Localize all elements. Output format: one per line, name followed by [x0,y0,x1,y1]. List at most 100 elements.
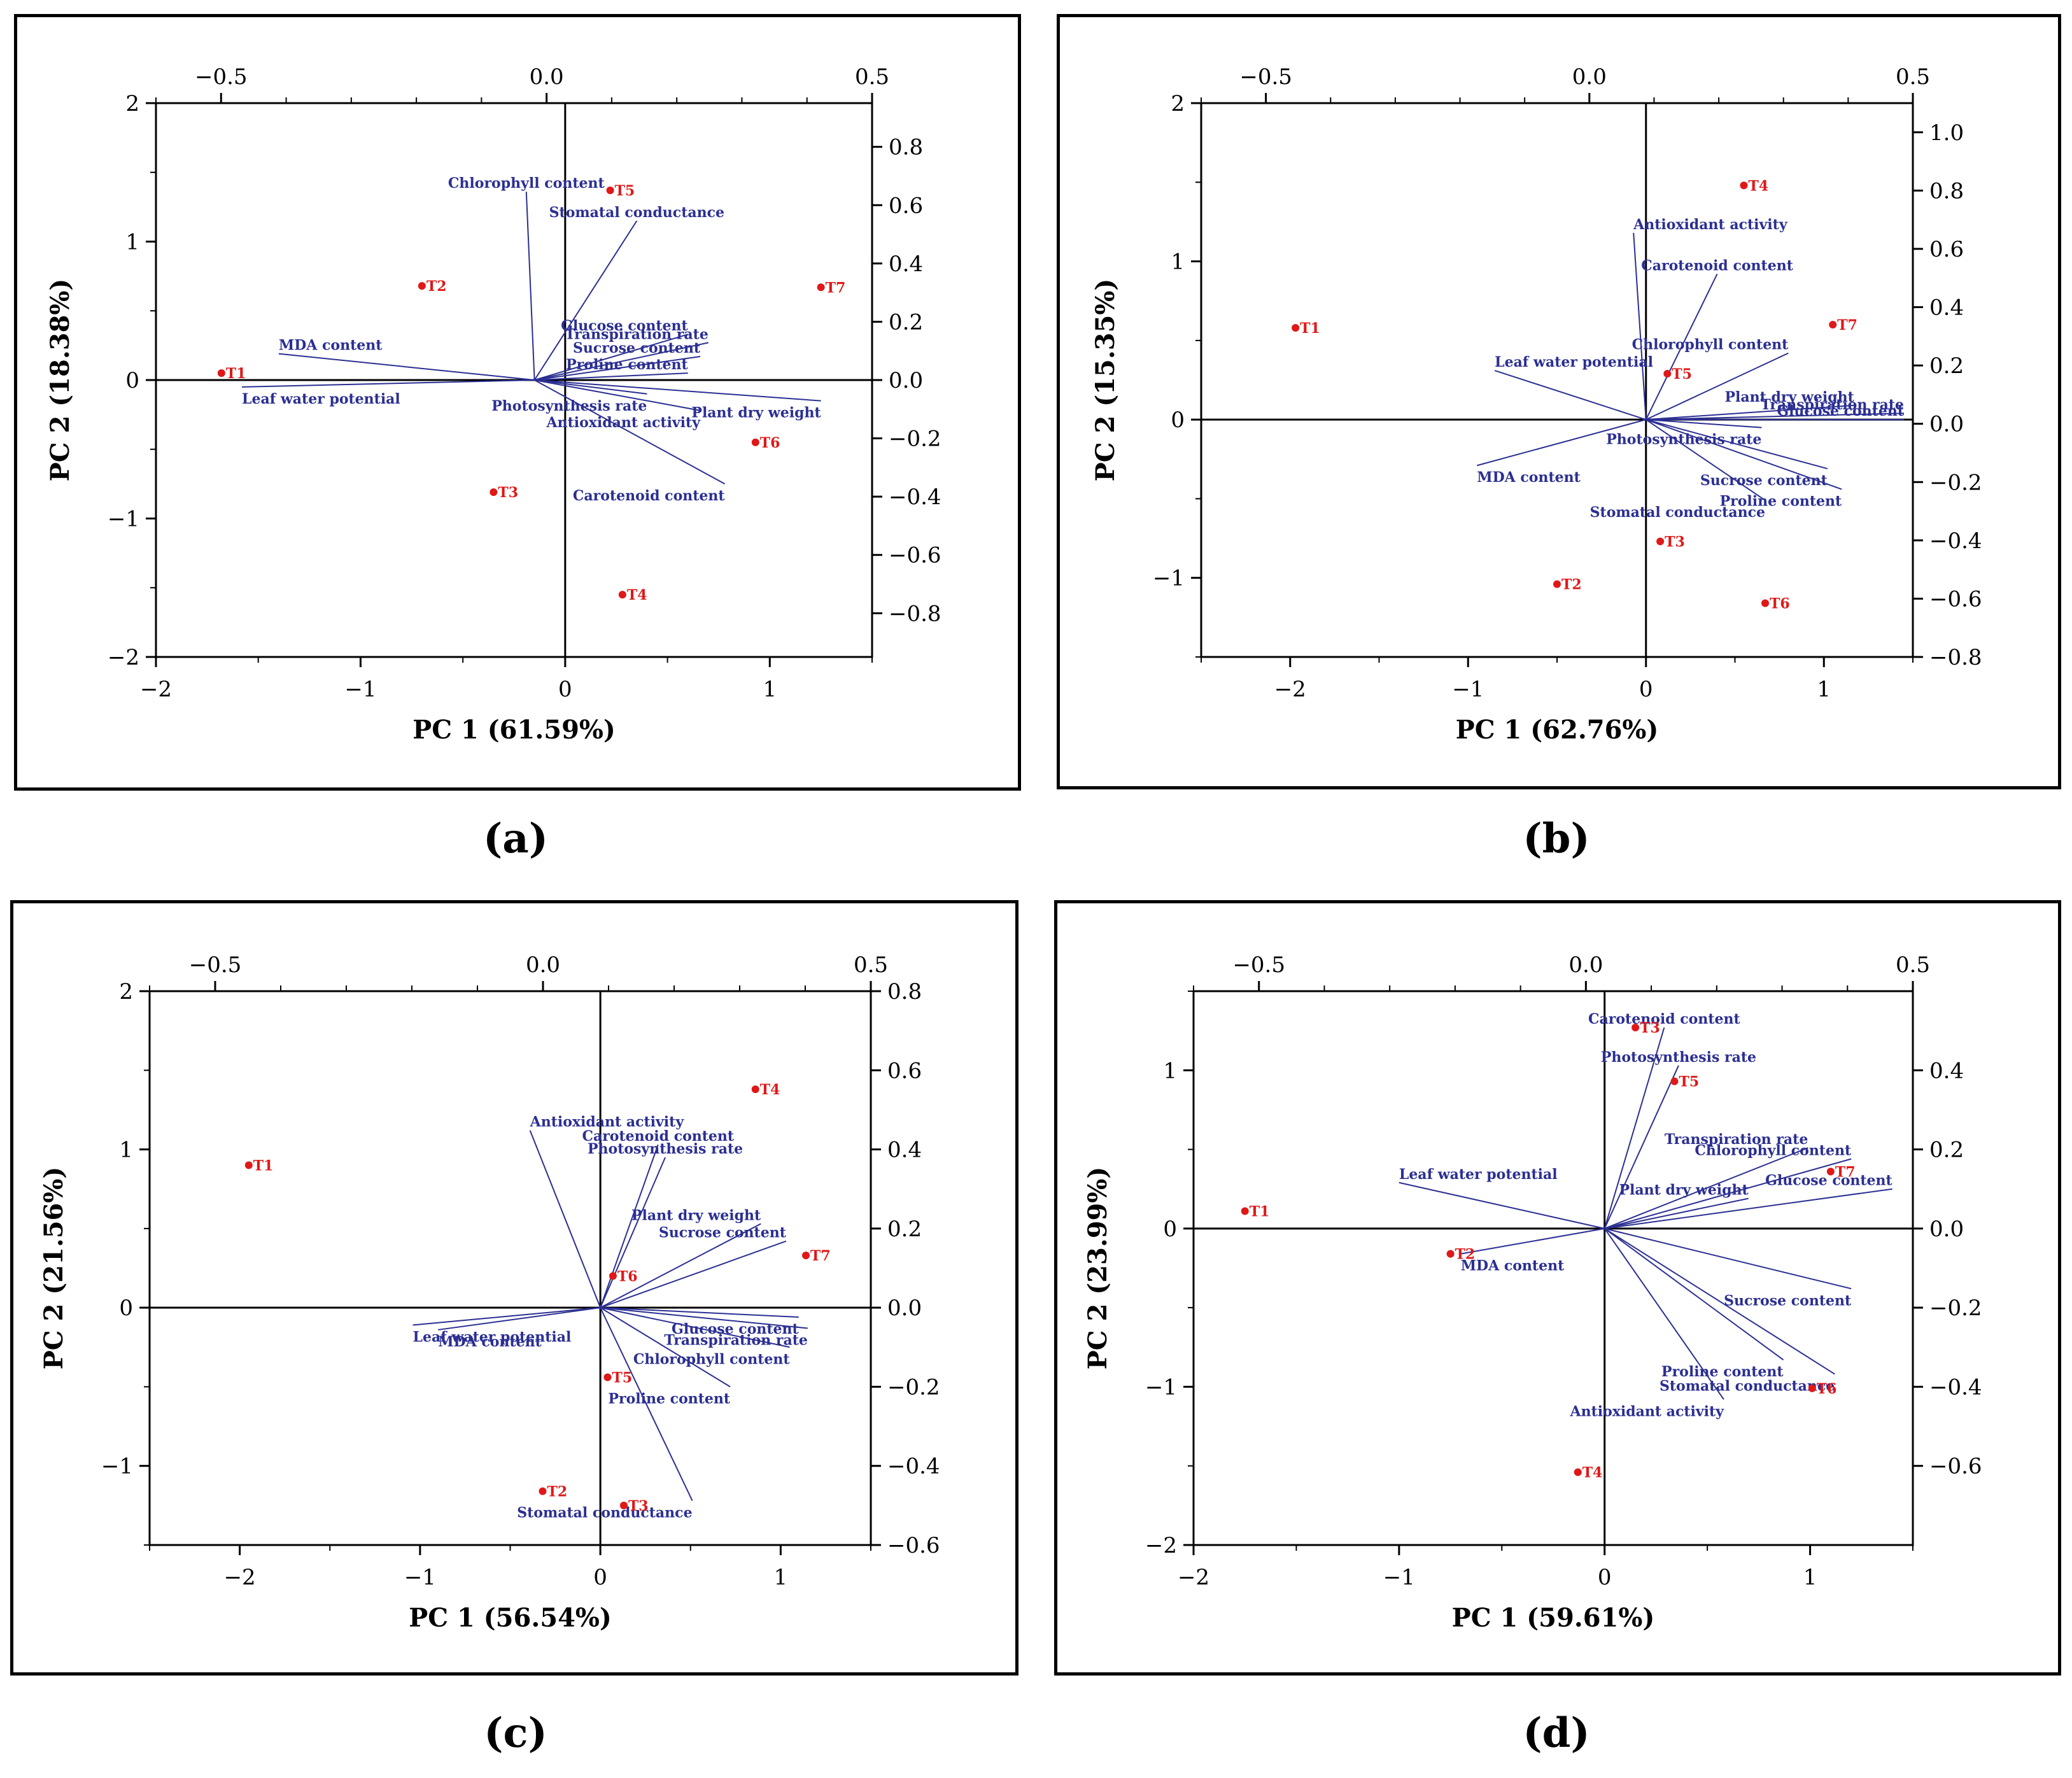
loading-vector [534,372,688,381]
right-tick-label: 0.8 [889,135,923,160]
score-point [619,1501,628,1509]
loading-label: Plant dry weight [691,405,821,421]
x-tick-label: 0 [558,677,572,702]
score-label: T4 [1748,178,1768,194]
right-tick-label: 0.2 [1929,353,1964,379]
score-point [217,369,225,377]
right-tick-label: 0.6 [889,193,923,218]
score-point [1574,1468,1582,1476]
score-label: T5 [615,183,635,199]
score-point [1808,1384,1816,1392]
right-tick-label: −0.4 [887,1454,940,1479]
loading-vector [534,342,709,381]
y-tick-label: 2 [125,91,139,116]
loading-label: Stomatal conductance [517,1504,692,1521]
loading-label: Carotenoid content [582,1128,734,1145]
score-label: T4 [627,587,647,603]
loading-vector [1604,1158,1852,1229]
x-axis-label: PC 1 (61.59%) [412,715,616,745]
loading-label: Stomatal conductance [1660,1378,1835,1395]
loading-label: Photosynthesis rate [491,398,647,414]
score-label: T6 [1770,595,1790,612]
score-label: T3 [1640,1020,1660,1036]
score-label: T2 [426,278,447,295]
score-point [751,438,759,446]
right-tick-label: 0.4 [887,1138,922,1163]
y-tick-label: 1 [1163,1058,1177,1083]
x-tick-label: −1 [1383,1565,1415,1590]
y-tick-label: 0 [119,1295,133,1321]
loading-label: Carotenoid content [1588,1011,1740,1027]
right-tick-label: 0.6 [1929,237,1964,262]
loading-vector [534,334,688,381]
caption-c: (c) [484,1709,547,1757]
top-tick-label: 0.5 [1896,952,1930,978]
right-tick-label: −0.2 [887,1374,940,1400]
score-label: T5 [612,1370,632,1386]
loading-vector [1603,1228,1724,1400]
score-point [490,488,498,497]
right-tick-label: −0.4 [1929,1374,1982,1400]
loading-vector [1604,1197,1749,1229]
score-point [418,282,426,290]
loading-vector [1603,1027,1665,1229]
loading-vector [1646,419,1842,490]
score-point [1292,323,1300,332]
x-tick-label: 0 [593,1565,607,1590]
loading-vector [600,1157,666,1308]
loading-label: Leaf water potential [413,1329,572,1345]
loading-vector [534,379,701,411]
y-tick-label: 2 [119,979,133,1005]
score-label: T5 [1679,1074,1699,1090]
score-label: T1 [226,365,246,382]
loading-label: MDA content [1461,1258,1565,1274]
loading-vector [529,1130,602,1308]
right-tick-label: −0.2 [889,427,941,452]
score-label: T2 [547,1483,567,1500]
y-tick-label: 1 [119,1138,133,1163]
loading-vector [525,192,535,381]
score-point [618,591,626,599]
loading-vector [1633,232,1647,420]
caption-d: (d) [1523,1709,1590,1757]
loading-label: Leaf water potential [242,391,400,407]
top-tick-label: −0.5 [1232,952,1285,978]
loading-label: Plant dry weight [631,1207,761,1224]
score-point [606,187,614,195]
x-axis-label: PC 1 (56.54%) [409,1603,612,1633]
right-tick-label: −0.4 [1929,528,1982,554]
score-point [1761,599,1770,607]
loading-vector [1399,1182,1605,1229]
loading-label: Transpiration rate [1665,1131,1808,1148]
loading-label: Sucrose content [573,340,701,356]
y-tick-label: −2 [108,645,139,670]
score-point [244,1161,253,1169]
right-tick-label: 0.6 [887,1058,922,1083]
loading-label: Proline content [1661,1364,1784,1380]
loading-label: MDA content [438,1334,542,1350]
loading-vector [1646,419,1762,428]
loading-label: Carotenoid content [573,488,725,504]
x-tick-label: 1 [763,677,777,702]
loading-vector [278,353,535,381]
y-axis-label: PC 2 (23.99%) [1083,1167,1113,1370]
x-tick-label: 0 [1598,1565,1612,1590]
loading-label: Chlorophyll content [1695,1142,1852,1159]
score-point [1829,321,1837,328]
loading-label: Plant dry weight [1619,1182,1749,1199]
score-label: T4 [760,1082,780,1098]
loading-label: Plant dry weight [1725,389,1855,406]
score-point [817,283,825,292]
right-tick-label: −0.6 [1929,1454,1982,1479]
score-label: T1 [1300,320,1320,337]
score-point [1446,1250,1455,1258]
x-tick-label: 1 [1817,677,1831,702]
loading-vector [600,1144,659,1308]
score-point [802,1252,810,1260]
score-label: T7 [1835,1164,1856,1180]
loading-label: Photosynthesis rate [1601,1049,1756,1066]
loading-label: Chlorophyll content [448,175,605,192]
score-label: T6 [1817,1381,1837,1397]
score-label: T3 [498,484,518,501]
right-tick-label: −0.6 [889,543,941,568]
